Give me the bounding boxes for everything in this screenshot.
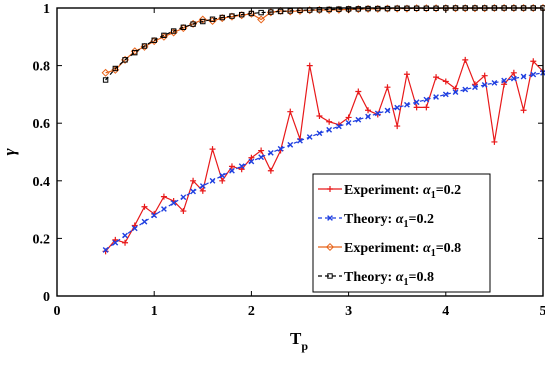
x-axis-label-sub: p bbox=[301, 339, 308, 353]
series-1-point bbox=[521, 107, 527, 113]
series-3 bbox=[102, 5, 545, 76]
x-tick-label: 1 bbox=[151, 304, 158, 319]
y-tick-label: 0.8 bbox=[33, 60, 51, 75]
series-4-line bbox=[106, 8, 543, 80]
y-tick-label: 0.6 bbox=[33, 117, 51, 132]
series-1-point bbox=[326, 119, 332, 125]
series-2-point bbox=[181, 195, 186, 200]
y-tick-label: 0.2 bbox=[33, 232, 51, 247]
series-2-point bbox=[123, 233, 128, 238]
series-1-point bbox=[462, 57, 468, 63]
series-1-point bbox=[316, 113, 322, 119]
series-1-point bbox=[287, 109, 293, 115]
y-tick-label: 0.4 bbox=[33, 175, 51, 190]
x-tick-label: 5 bbox=[540, 304, 545, 319]
series-1-point bbox=[268, 168, 274, 174]
series-2-point bbox=[288, 142, 293, 147]
x-tick-label: 0 bbox=[54, 304, 61, 319]
y-tick-label: 0 bbox=[43, 290, 50, 305]
series-2-point bbox=[259, 155, 264, 160]
series-2-point bbox=[191, 189, 196, 194]
series-1-point bbox=[433, 74, 439, 80]
x-tick-label: 3 bbox=[345, 304, 352, 319]
series-2-point bbox=[210, 178, 215, 183]
x-tick-label: 4 bbox=[442, 304, 449, 319]
y-tick-label: 1 bbox=[43, 2, 50, 17]
series-2-point bbox=[162, 207, 167, 212]
series-1-point bbox=[404, 71, 410, 77]
series-1-point bbox=[491, 139, 497, 145]
series-2-point bbox=[142, 219, 147, 224]
series-1-point bbox=[122, 240, 128, 246]
y-axis-label: γ bbox=[0, 148, 19, 156]
series-3-line bbox=[106, 8, 543, 73]
x-axis-label: Tp bbox=[290, 329, 308, 353]
series-4 bbox=[103, 6, 545, 82]
series-1-point bbox=[210, 146, 216, 152]
series-2-point bbox=[268, 150, 273, 155]
series-1-point bbox=[355, 89, 361, 95]
x-tick-label: 2 bbox=[248, 304, 255, 319]
series-1-point bbox=[414, 104, 420, 110]
series-1-point bbox=[161, 194, 167, 200]
series-1-point bbox=[423, 104, 429, 110]
series-1-point bbox=[307, 63, 313, 69]
series-2-point bbox=[307, 135, 312, 140]
series-1-point bbox=[394, 123, 400, 129]
series-1-point bbox=[384, 84, 390, 90]
series-1-point bbox=[365, 107, 371, 113]
